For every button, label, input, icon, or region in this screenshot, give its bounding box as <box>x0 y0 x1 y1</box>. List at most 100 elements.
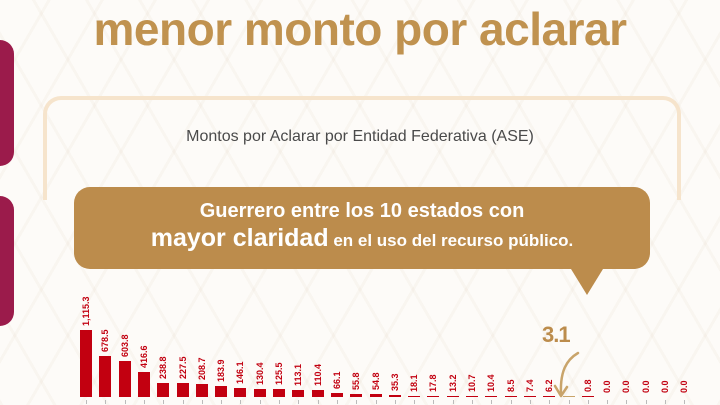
x-axis-tick <box>626 400 628 404</box>
chart-bar <box>523 395 536 397</box>
callout-emphasis: mayor claridad <box>150 224 329 252</box>
bar-value-label: 35.3 <box>389 373 400 391</box>
chart-bar <box>253 389 266 397</box>
callout-line-1: Guerrero entre los 10 estados con <box>199 200 525 222</box>
bar-value-label: 1,115.3 <box>81 296 91 327</box>
x-axis-tick <box>375 400 377 404</box>
bar-value-label: 18.1 <box>409 374 420 392</box>
x-axis-tick <box>105 400 107 404</box>
bar-value-label: 10.4 <box>486 374 497 392</box>
x-axis-tick <box>182 400 184 404</box>
bar-value-label: 416.6 <box>138 345 149 368</box>
chart-bar <box>581 395 594 397</box>
bar-value-label: 130.4 <box>254 362 265 386</box>
bar-value-label: 10.7 <box>467 374 477 392</box>
x-axis-tick <box>240 400 242 404</box>
chart-bar <box>292 390 305 397</box>
callout-bubble: Guerrero entre los 10 estados con mayor … <box>74 187 650 295</box>
bar-value-label: 208.7 <box>196 357 207 381</box>
x-axis-tick <box>452 400 454 404</box>
page-title: menor monto por aclarar <box>93 3 627 55</box>
x-axis-tick <box>607 400 609 404</box>
chart-bar <box>215 385 228 397</box>
x-axis-tick <box>549 400 551 404</box>
x-axis-tick <box>529 400 531 404</box>
x-axis-tick <box>317 400 319 404</box>
bar-value-label: 17.8 <box>428 374 439 392</box>
x-axis-tick <box>414 400 416 404</box>
bar-value-label: 238.8 <box>158 356 169 379</box>
chart-frame <box>43 96 681 200</box>
chart-bar <box>562 395 575 397</box>
bar-value-label: 0.0 <box>660 380 670 393</box>
highlight-value-label: 3.1 <box>542 322 571 347</box>
chart-subtitle: Montos por Aclarar por Entidad Federativ… <box>186 128 534 145</box>
bar-value-label: 6.2 <box>544 379 555 392</box>
chart-bar <box>273 389 285 397</box>
x-axis-tick <box>163 400 165 404</box>
chart-bar <box>176 383 189 397</box>
chart-bar <box>99 356 112 397</box>
side-tab-upper <box>0 40 14 166</box>
bar-value-label: 146.1 <box>235 361 246 385</box>
x-axis-tick <box>356 400 358 404</box>
x-axis-tick <box>143 400 145 404</box>
x-axis-tick <box>491 400 493 404</box>
chart-bar <box>466 395 478 397</box>
x-axis-tick <box>665 400 666 404</box>
x-axis-tick <box>201 400 203 404</box>
x-axis-tick <box>221 400 223 404</box>
chart-bar <box>311 390 324 397</box>
x-axis-tick <box>684 400 686 404</box>
chart-bar <box>446 395 459 397</box>
chart-bar <box>195 384 208 397</box>
bar-value-label: 54.8 <box>370 372 381 390</box>
x-axis-tick <box>510 400 512 404</box>
bar-value-label: 110.4 <box>312 364 323 387</box>
x-axis-tick <box>394 400 396 404</box>
x-axis-tick <box>433 400 435 404</box>
chart-bar <box>118 360 131 397</box>
x-axis-tick <box>124 400 126 404</box>
bar-value-label: 125.5 <box>274 362 284 386</box>
bar-value-label: 66.1 <box>331 371 342 390</box>
chart-bar <box>137 372 150 397</box>
bar-value-label: 0.0 <box>640 380 651 393</box>
bar-value-label: 0.0 <box>621 380 632 393</box>
bar-value-label: 55.8 <box>351 372 362 390</box>
bar-value-label: 7.4 <box>524 379 535 392</box>
bar-value-label: 227.5 <box>177 356 188 380</box>
x-axis-tick <box>86 400 87 404</box>
x-axis-tick <box>568 400 570 404</box>
chart-bar <box>504 395 517 397</box>
chart-bar <box>350 393 363 397</box>
x-axis-tick <box>259 400 261 404</box>
side-tab-lower <box>0 196 14 326</box>
bar-value-label: 8.5 <box>505 379 516 392</box>
curved-arrow-icon <box>553 351 580 398</box>
bar-value-label: 0.0 <box>602 380 613 393</box>
chart-bar <box>234 388 247 397</box>
x-axis-tick <box>587 400 589 404</box>
bar-value-label: 183.9 <box>216 359 227 382</box>
chart-bar <box>388 394 401 397</box>
chart-bar <box>408 395 421 397</box>
chart-bar <box>485 395 498 397</box>
bar-value-label: 0.8 <box>582 379 593 392</box>
x-axis-tick <box>645 400 647 404</box>
callout-rest: en el uso del recurso público. <box>328 231 574 250</box>
x-axis-tick <box>279 400 280 404</box>
x-axis-tick <box>336 400 338 404</box>
chart-bar <box>543 395 556 397</box>
callout-line-2: mayor claridad en el uso del recurso púb… <box>74 223 650 256</box>
chart-bar <box>330 393 343 397</box>
chart-bar <box>427 395 440 397</box>
bar-value-label: 678.5 <box>100 329 111 353</box>
bar-value-label: 13.2 <box>447 374 458 392</box>
x-axis-tick <box>472 400 473 404</box>
bar-value-label: 603.8 <box>119 334 130 357</box>
chart-bar <box>369 393 382 397</box>
bar-value-label: 0.0 <box>679 380 690 393</box>
x-axis-tick <box>298 400 300 404</box>
